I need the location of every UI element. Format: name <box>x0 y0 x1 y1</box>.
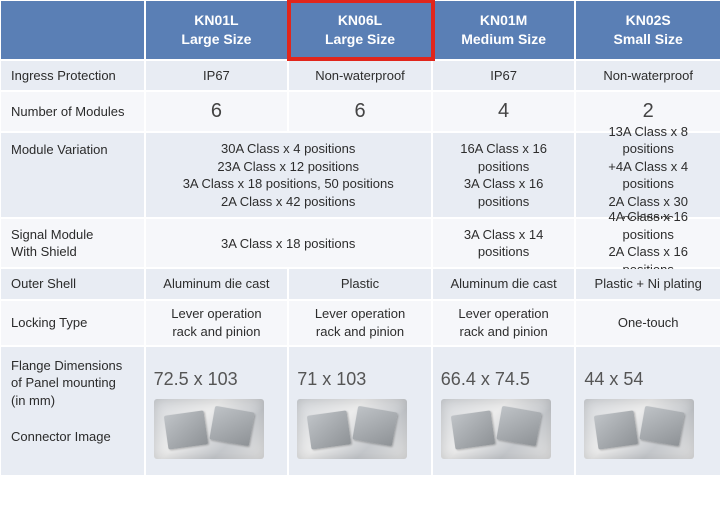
cell: Aluminum die cast <box>433 269 577 299</box>
cell: Plastic <box>289 269 433 299</box>
flange-value: 66.4 x 74.5 <box>441 367 530 391</box>
cell-large-merged: 3A Class x 18 positions <box>146 219 433 267</box>
cell: Non-waterproof <box>289 61 433 91</box>
cell: IP67 <box>146 61 290 91</box>
col-size: Large Size <box>181 31 251 47</box>
col-code: KN06L <box>338 12 382 28</box>
cell: Non-waterproof <box>576 61 720 91</box>
cell: 3A Class x 14 positions <box>433 219 577 267</box>
connector-image <box>297 399 407 459</box>
flange-value: 71 x 103 <box>297 367 366 391</box>
row-flange: Flange Dimensions of Panel mounting (in … <box>1 347 720 477</box>
col-size: Small Size <box>614 31 683 47</box>
cell: Lever operation rack and pinion <box>433 301 577 345</box>
spec-table: KN01L Large Size KN06L Large Size KN01M Med… <box>0 0 721 509</box>
cell: 16A Class x 16 positions 3A Class x 16 p… <box>433 133 577 217</box>
col-code: KN01M <box>480 12 527 28</box>
cell: 72.5 x 103 <box>146 347 290 475</box>
row-label: Flange Dimensions of Panel mounting (in … <box>1 347 146 475</box>
cell: One-touch <box>576 301 720 345</box>
cell: 44 x 54 <box>576 347 720 475</box>
flange-value: 72.5 x 103 <box>154 367 238 391</box>
row-locking: Locking Type Lever operation rack and pi… <box>1 301 720 347</box>
connector-image <box>154 399 264 459</box>
cell: Aluminum die cast <box>146 269 290 299</box>
image-label: Connector Image <box>11 428 111 446</box>
row-label: Number of Modules <box>1 92 146 131</box>
flange-label: Flange Dimensions of Panel mounting (in … <box>11 357 122 410</box>
header-row: KN01L Large Size KN06L Large Size KN01M Med… <box>1 1 720 61</box>
cell: 66.4 x 74.5 <box>433 347 577 475</box>
row-label: Locking Type <box>1 301 146 345</box>
cell: IP67 <box>433 61 577 91</box>
cell: 13A Class x 8 positions +4A Class x 4 po… <box>576 133 720 217</box>
cell: 6 <box>146 92 290 131</box>
cell: Plastic + Ni plating <box>576 269 720 299</box>
col-kn02s: KN02S Small Size <box>576 1 720 59</box>
header-blank <box>1 1 146 59</box>
row-variation: Module Variation 30A Class x 4 positions… <box>1 133 720 219</box>
col-size: Medium Size <box>461 31 546 47</box>
row-outer: Outer Shell Aluminum die cast Plastic Al… <box>1 269 720 301</box>
row-label: Ingress Protection <box>1 61 146 91</box>
cell: 4 <box>433 92 577 131</box>
row-ingress: Ingress Protection IP67 Non-waterproof I… <box>1 61 720 93</box>
connector-image <box>441 399 551 459</box>
cell: Lever operation rack and pinion <box>289 301 433 345</box>
col-code: KN02S <box>626 12 671 28</box>
col-kn01m: KN01M Medium Size <box>433 1 577 59</box>
col-kn06l: KN06L Large Size <box>289 1 433 59</box>
row-label: Outer Shell <box>1 269 146 299</box>
connector-image <box>584 399 694 459</box>
cell: 71 x 103 <box>289 347 433 475</box>
col-code: KN01L <box>194 12 238 28</box>
row-label: Signal Module With Shield <box>1 219 146 267</box>
row-signal: Signal Module With Shield 3A Class x 18 … <box>1 219 720 269</box>
cell: 4A Class x 16 positions 2A Class x 16 po… <box>576 219 720 267</box>
cell-large-merged: 30A Class x 4 positions 23A Class x 12 p… <box>146 133 433 217</box>
cell: 6 <box>289 92 433 131</box>
row-label: Module Variation <box>1 133 146 217</box>
cell: Lever operation rack and pinion <box>146 301 290 345</box>
flange-value: 44 x 54 <box>584 367 643 391</box>
col-kn01l: KN01L Large Size <box>146 1 290 59</box>
col-size: Large Size <box>325 31 395 47</box>
